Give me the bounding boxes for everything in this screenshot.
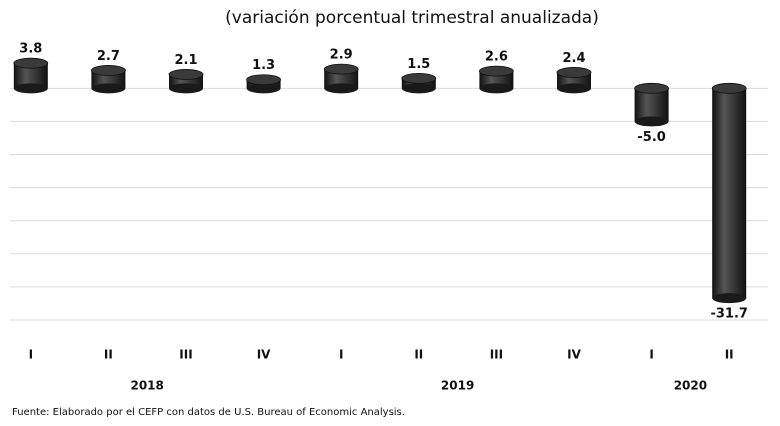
data-label: 2.6 <box>485 50 508 65</box>
x-tick-label: IV <box>567 348 581 362</box>
data-label: 2.9 <box>330 48 353 63</box>
bar-cap <box>711 82 747 94</box>
bar-base <box>324 83 359 94</box>
bar-cap <box>91 65 126 76</box>
bar-base <box>479 83 514 94</box>
data-label: 2.1 <box>174 53 197 68</box>
bar-cap <box>168 69 204 80</box>
bar-base <box>246 83 281 94</box>
x-tick-label: III <box>490 348 503 362</box>
x-tick-label: I <box>649 348 653 362</box>
x-tick-label: I <box>339 348 343 362</box>
bar-base <box>91 83 126 94</box>
bar-base <box>169 83 203 94</box>
x-tick-label: III <box>179 348 192 362</box>
x-tick-label: IV <box>257 348 271 362</box>
data-label: 2.7 <box>97 49 120 64</box>
data-label: -31.7 <box>710 307 747 322</box>
bar <box>324 69 359 89</box>
bar-cap <box>478 65 514 77</box>
bar-cap <box>556 67 592 78</box>
data-label: 3.8 <box>19 42 42 57</box>
bar-base <box>401 83 436 94</box>
x-tick-label: I <box>29 348 33 362</box>
bar-cap <box>634 82 669 94</box>
data-label: 1.3 <box>252 58 275 73</box>
source-note: Fuente: Elaborado por el CEFP con datos … <box>12 407 405 418</box>
group-label: 2018 <box>130 379 163 393</box>
x-tick-label: II <box>104 348 113 362</box>
bar-cap <box>323 63 359 75</box>
data-label: 2.4 <box>562 51 585 66</box>
data-label: -5.0 <box>637 130 665 145</box>
x-tick-label: II <box>414 348 423 362</box>
bar-cap <box>401 73 437 84</box>
chart-title: (variación porcentual trimestral anualiz… <box>225 8 599 28</box>
x-tick-label: II <box>725 348 734 362</box>
bar-base <box>13 83 48 94</box>
bar-base <box>634 116 669 127</box>
data-label: 1.5 <box>407 57 430 72</box>
bar-base <box>712 293 747 304</box>
group-label: 2019 <box>441 379 474 393</box>
group-label: 2020 <box>674 379 707 393</box>
bar-cap <box>13 57 49 69</box>
bar <box>634 88 669 122</box>
bar <box>712 88 747 299</box>
bar-base <box>557 83 591 94</box>
bar-cap <box>246 74 282 86</box>
